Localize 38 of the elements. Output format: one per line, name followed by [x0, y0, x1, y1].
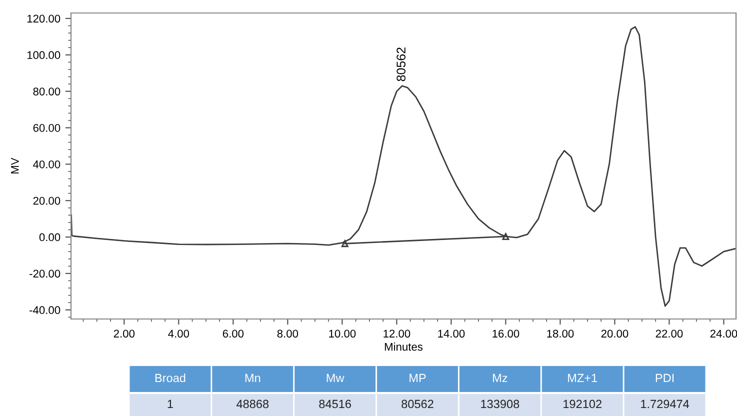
x-tick-label: 20.00 [601, 330, 628, 338]
text: 1.729474 [641, 400, 690, 408]
y-axis-title: MV [11, 158, 19, 174]
text: 133908 [481, 400, 520, 408]
text: 80562 [402, 400, 434, 408]
y-tick-label: 100.00 [27, 51, 60, 60]
y-tick-label: -20.00 [30, 270, 60, 278]
annotation: 80562 [396, 48, 406, 82]
x-tick-label: 22.00 [656, 330, 683, 338]
x-tick-label: 6.00 [222, 330, 244, 338]
text: PDI [656, 374, 674, 382]
text: 192102 [564, 400, 602, 408]
x-tick-label: 10.00 [329, 330, 356, 338]
y-tick-label: 40.00 [33, 160, 60, 168]
text: Broad [155, 373, 186, 382]
x-axis-title: Minutes [384, 342, 423, 351]
y-tick-label: 60.00 [33, 124, 60, 132]
x-tick-label: 2.00 [114, 330, 135, 338]
y-tick-label: 80.00 [33, 88, 60, 96]
text: Mn [245, 374, 260, 382]
text: MP [410, 374, 426, 382]
x-tick-label: 14.00 [438, 330, 465, 338]
x-tick-label: 8.00 [277, 330, 298, 338]
x-tick-label: 12.00 [384, 330, 410, 338]
text: 84516 [319, 400, 351, 408]
y-tick-label: -40.00 [30, 306, 60, 314]
y-tick-label: 0.00 [39, 233, 60, 242]
x-tick-label: 16.00 [492, 330, 520, 338]
text: Mw [326, 374, 344, 382]
text: 48868 [236, 400, 269, 408]
x-tick-label: 24.00 [710, 330, 737, 338]
text: Mz [493, 374, 508, 382]
text: 1 [168, 400, 173, 408]
x-tick-label: 18.00 [547, 330, 574, 338]
y-tick-label: 120.00 [27, 14, 60, 23]
text: MZ+1 [568, 374, 598, 382]
x-tick-label: 4.00 [168, 330, 190, 338]
y-tick-label: 20.00 [33, 196, 60, 205]
